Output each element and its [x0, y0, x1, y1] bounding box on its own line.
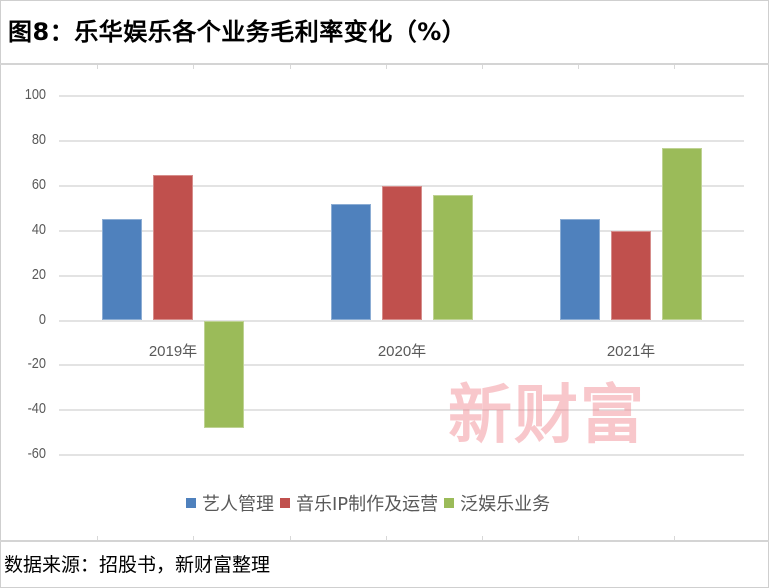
- figure-title: 图8：乐华娱乐各个业务毛利率变化（%）: [8, 18, 467, 46]
- legend-item: 音乐IP制作及运营: [280, 490, 438, 516]
- gridline: [59, 454, 744, 457]
- bar-2019年-series-2: [153, 174, 193, 321]
- bar-2020年-series-2: [382, 185, 422, 321]
- bar-2021年-series-3: [662, 147, 702, 321]
- cell-tick: [290, 65, 291, 69]
- chart-legend: 艺人管理 音乐IP制作及运营 泛娱乐业务: [186, 490, 556, 516]
- source-separator: [0, 540, 769, 542]
- legend-swatch-icon: [444, 498, 455, 508]
- bar-2019年-series-3: [204, 320, 244, 429]
- gridline: [59, 319, 744, 322]
- cell-tick: [193, 536, 194, 540]
- y-tick-label: 100: [24, 86, 46, 103]
- y-tick-label: -20: [27, 355, 46, 373]
- cell-tick: [97, 536, 98, 540]
- cell-tick: [482, 536, 483, 540]
- y-tick-label: 0: [38, 310, 46, 328]
- bar-2020年-series-1: [331, 203, 371, 321]
- legend-swatch-icon: [280, 498, 290, 508]
- cell-tick: [578, 536, 579, 540]
- gridline: [59, 364, 744, 367]
- cell-tick: [290, 536, 291, 540]
- bar-2019年-series-1: [102, 219, 142, 321]
- cell-tick: [674, 536, 675, 540]
- gridline: [59, 139, 744, 142]
- legend-item: 泛娱乐业务: [444, 490, 550, 516]
- cell-tick: [674, 65, 675, 69]
- gridline: [59, 95, 744, 97]
- y-tick-label: 60: [31, 175, 46, 193]
- gridline: [59, 409, 744, 412]
- legend-label: 艺人管理: [202, 494, 274, 515]
- cell-tick: [578, 65, 579, 69]
- cell-tick: [386, 536, 387, 540]
- legend-swatch-icon: [186, 498, 196, 508]
- y-tick-label: 20: [31, 265, 46, 283]
- cell-tick: [386, 65, 387, 69]
- bar-2020年-series-3: [433, 194, 473, 321]
- y-tick-label: -60: [27, 445, 46, 463]
- x-tick-label: 2021年: [606, 343, 656, 360]
- y-tick-label: -40: [27, 400, 46, 418]
- bar-2021年-series-1: [560, 219, 600, 321]
- y-tick-label: 80: [31, 130, 46, 148]
- source-note: 数据来源：招股书，新财富整理: [4, 554, 271, 576]
- x-tick-label: 2020年: [377, 343, 427, 360]
- title-separator: [0, 63, 769, 65]
- legend-item: 艺人管理: [186, 490, 274, 516]
- cell-tick: [193, 65, 194, 69]
- bar-2021年-series-2: [611, 230, 651, 321]
- cell-tick: [482, 65, 483, 69]
- legend-label: 泛娱乐业务: [460, 494, 551, 515]
- cell-tick: [97, 65, 98, 69]
- watermark: 新财富: [448, 378, 646, 453]
- y-tick-label: 40: [31, 220, 46, 238]
- legend-label: 音乐IP制作及运营: [296, 494, 439, 515]
- x-tick-label: 2019年: [148, 343, 198, 360]
